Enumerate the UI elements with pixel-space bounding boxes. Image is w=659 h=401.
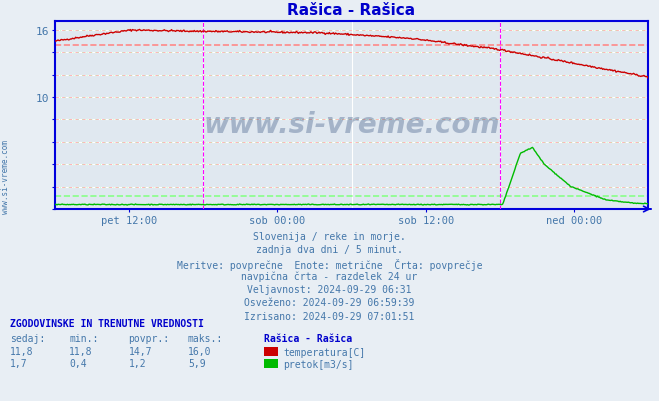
Text: 0,4: 0,4 xyxy=(69,358,87,368)
Text: 1,7: 1,7 xyxy=(10,358,28,368)
Text: Osveženo: 2024-09-29 06:59:39: Osveženo: 2024-09-29 06:59:39 xyxy=(244,298,415,308)
Text: temperatura[C]: temperatura[C] xyxy=(283,347,366,357)
Text: 14,7: 14,7 xyxy=(129,346,152,356)
Text: Veljavnost: 2024-09-29 06:31: Veljavnost: 2024-09-29 06:31 xyxy=(247,284,412,294)
Text: pretok[m3/s]: pretok[m3/s] xyxy=(283,359,354,369)
Text: navpična črta - razdelek 24 ur: navpična črta - razdelek 24 ur xyxy=(241,271,418,282)
Text: ZGODOVINSKE IN TRENUTNE VREDNOSTI: ZGODOVINSKE IN TRENUTNE VREDNOSTI xyxy=(10,318,204,328)
Text: 1,2: 1,2 xyxy=(129,358,146,368)
Text: Rašica - Rašica: Rašica - Rašica xyxy=(264,333,352,343)
Text: sedaj:: sedaj: xyxy=(10,333,45,343)
Text: www.si-vreme.com: www.si-vreme.com xyxy=(1,140,10,213)
Text: 5,9: 5,9 xyxy=(188,358,206,368)
Text: Meritve: povprečne  Enote: metrične  Črta: povprečje: Meritve: povprečne Enote: metrične Črta:… xyxy=(177,258,482,270)
Text: zadnja dva dni / 5 minut.: zadnja dva dni / 5 minut. xyxy=(256,245,403,255)
Text: maks.:: maks.: xyxy=(188,333,223,343)
Text: Izrisano: 2024-09-29 07:01:51: Izrisano: 2024-09-29 07:01:51 xyxy=(244,311,415,321)
Text: min.:: min.: xyxy=(69,333,99,343)
Text: Slovenija / reke in morje.: Slovenija / reke in morje. xyxy=(253,231,406,241)
Text: 16,0: 16,0 xyxy=(188,346,212,356)
Text: 11,8: 11,8 xyxy=(10,346,34,356)
Text: www.si-vreme.com: www.si-vreme.com xyxy=(203,111,500,139)
Text: 11,8: 11,8 xyxy=(69,346,93,356)
Text: povpr.:: povpr.: xyxy=(129,333,169,343)
Title: Rašica - Rašica: Rašica - Rašica xyxy=(287,3,416,18)
